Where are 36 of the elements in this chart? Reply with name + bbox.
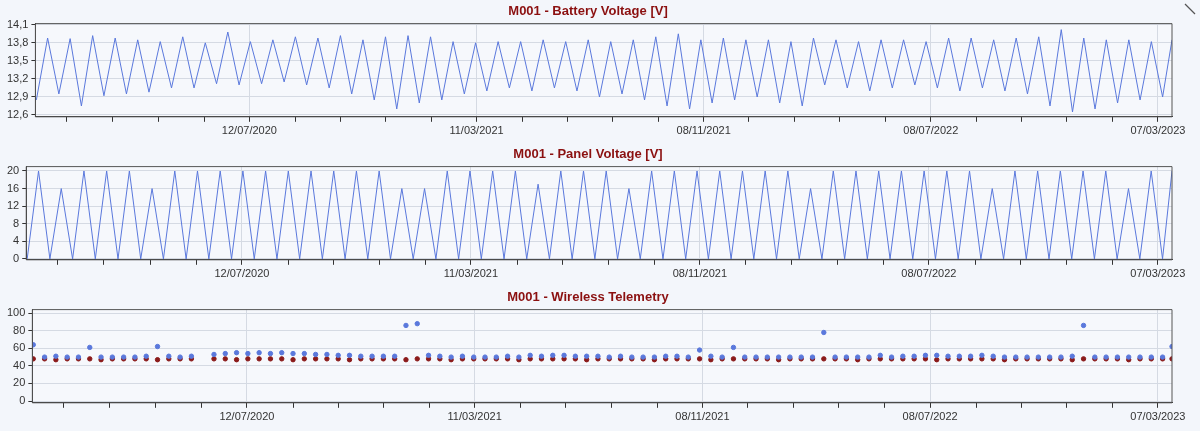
y-tick-label: 12,9: [6, 89, 29, 102]
x-tick-label: 12/07/2020: [219, 410, 275, 423]
y-tick-label: 13,8: [6, 35, 29, 48]
x-tick-label: 08/11/2021: [672, 267, 728, 280]
chart-title: M001 - Wireless Telemetry: [507, 289, 670, 305]
x-tick-label: 11/03/2021: [449, 124, 504, 137]
y-tick-label: 4: [13, 234, 20, 247]
x-tick-label: 08/11/2021: [675, 410, 730, 423]
x-tick-label: 08/07/2022: [903, 124, 959, 137]
x-tick-label: 12/07/2020: [221, 124, 277, 137]
y-tick-label: 40: [13, 358, 26, 371]
y-tick-label: 12,6: [6, 108, 29, 121]
y-tick-label: 13,5: [6, 53, 29, 66]
x-tick-label: 08/07/2022: [901, 267, 957, 280]
x-tick-label: 08/07/2022: [902, 410, 958, 423]
x-tick-label: 11/03/2021: [443, 267, 499, 280]
x-tick-label: 08/11/2021: [676, 124, 731, 137]
y-tick-label: 100: [6, 306, 26, 319]
y-tick-label: 14,1: [6, 17, 29, 30]
y-tick-label: 60: [13, 341, 26, 354]
x-tick-label: 07/03/2023: [1130, 267, 1186, 280]
y-tick-label: 20: [6, 164, 20, 177]
y-tick-label: 8: [13, 216, 20, 229]
chart-title: M001 - Battery Voltage [V]: [508, 3, 668, 19]
y-tick-label: 0: [19, 394, 26, 407]
x-tick-label: 07/03/2023: [1130, 124, 1186, 137]
y-tick-label: 80: [13, 323, 26, 336]
y-tick-label: 12: [6, 199, 20, 212]
x-tick-label: 11/03/2021: [447, 410, 502, 423]
x-tick-label: 07/03/2023: [1130, 410, 1186, 423]
y-tick-label: 16: [6, 181, 20, 194]
y-tick-label: 20: [13, 376, 26, 389]
y-tick-label: 0: [13, 251, 20, 264]
chart-title: M001 - Panel Voltage [V]: [513, 146, 663, 162]
x-tick-label: 12/07/2020: [214, 267, 270, 280]
y-tick-label: 13,2: [6, 71, 29, 84]
